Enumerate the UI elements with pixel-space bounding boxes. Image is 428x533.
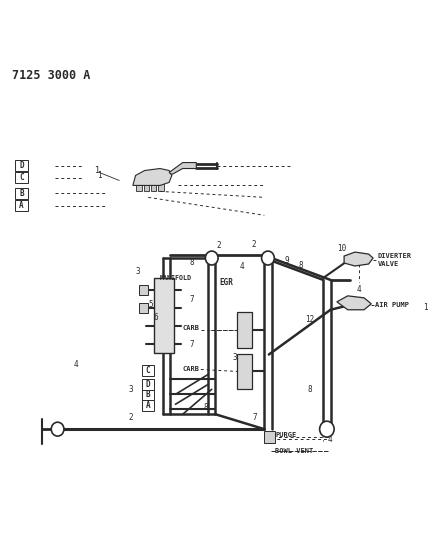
Text: 7: 7: [190, 340, 194, 349]
Text: BOWL VENT: BOWL VENT: [275, 448, 313, 454]
Text: 10: 10: [337, 244, 346, 253]
Text: 5: 5: [149, 300, 153, 309]
Polygon shape: [169, 163, 196, 174]
Text: D: D: [146, 379, 150, 389]
Bar: [158, 183, 163, 191]
Text: 2: 2: [217, 240, 221, 249]
Text: 2: 2: [129, 413, 134, 422]
Text: 7: 7: [253, 413, 258, 422]
Text: 1: 1: [97, 171, 101, 180]
Bar: [15, 188, 28, 199]
Circle shape: [262, 251, 274, 265]
Text: 1: 1: [94, 166, 99, 175]
Bar: [142, 379, 155, 390]
Text: 8: 8: [298, 261, 303, 270]
Text: 4: 4: [74, 360, 78, 369]
Text: B: B: [146, 390, 150, 399]
Text: 3: 3: [233, 353, 238, 362]
Bar: [237, 312, 252, 348]
Bar: [15, 173, 28, 183]
Text: 7125 3000 A: 7125 3000 A: [12, 69, 91, 82]
Polygon shape: [344, 252, 373, 266]
Text: 8: 8: [307, 385, 312, 394]
Polygon shape: [133, 168, 172, 185]
Bar: [142, 366, 155, 376]
Text: 11: 11: [423, 303, 428, 312]
Text: 8: 8: [190, 257, 194, 266]
Text: A: A: [146, 401, 150, 410]
Text: 3: 3: [135, 268, 140, 277]
Text: 6: 6: [153, 313, 158, 322]
Text: 9: 9: [285, 255, 289, 264]
Bar: [15, 160, 28, 171]
Bar: [151, 183, 156, 191]
Bar: [237, 353, 252, 389]
Text: 4: 4: [356, 285, 361, 294]
Circle shape: [320, 421, 334, 437]
Bar: [142, 400, 155, 411]
Text: B: B: [19, 189, 24, 198]
Bar: [139, 303, 148, 313]
Bar: [137, 183, 142, 191]
Text: CARB: CARB: [182, 325, 199, 330]
Bar: [144, 183, 149, 191]
Text: MANIFOLD: MANIFOLD: [160, 275, 192, 281]
Circle shape: [51, 422, 64, 436]
Bar: [265, 431, 275, 443]
Text: A: A: [19, 201, 24, 210]
Text: C: C: [146, 367, 150, 375]
Text: 2: 2: [251, 240, 256, 248]
Text: C: C: [19, 173, 24, 182]
Bar: [139, 285, 148, 295]
Text: D: D: [19, 161, 24, 170]
Text: 7: 7: [190, 295, 194, 304]
Text: 4: 4: [239, 262, 244, 271]
Text: 3: 3: [129, 385, 134, 394]
Bar: [15, 200, 28, 211]
Circle shape: [205, 251, 218, 265]
Text: AIR PUMP: AIR PUMP: [375, 302, 409, 308]
Text: PURGE: PURGE: [275, 432, 297, 438]
Bar: [154, 278, 174, 352]
Text: CARB: CARB: [182, 367, 199, 373]
Polygon shape: [337, 296, 372, 310]
Text: DIVERTER
VALVE: DIVERTER VALVE: [377, 253, 412, 267]
Text: 8: 8: [203, 403, 208, 412]
Text: EGR: EGR: [219, 278, 233, 287]
Bar: [142, 389, 155, 400]
Text: 12: 12: [305, 315, 314, 324]
Text: 4: 4: [327, 434, 332, 443]
